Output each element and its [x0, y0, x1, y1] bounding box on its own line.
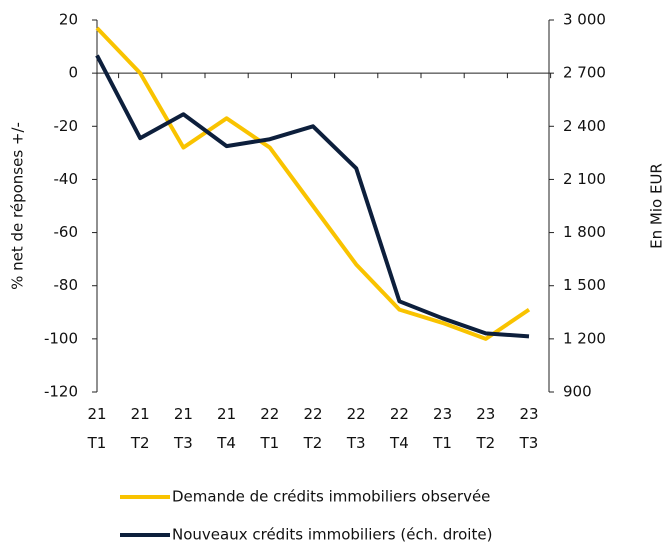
y2-tick-label: 1 500	[563, 276, 606, 294]
x-tick-label: 22 T4	[389, 405, 409, 452]
y-tick-label: -20	[54, 117, 79, 135]
x-tick-label: 22 T3	[346, 405, 366, 452]
y-tick-label: 0	[68, 64, 78, 82]
y2-tick-label: 3 000	[563, 11, 606, 29]
y-tick-label: 20	[59, 11, 78, 29]
y-tick-label: -100	[44, 329, 78, 347]
legend-label: Nouveaux crédits immobiliers (éch. droit…	[172, 526, 492, 544]
x-tick-label: 21 T1	[87, 405, 107, 452]
y2-tick-label: 2 100	[563, 170, 606, 188]
y-tick-label: -40	[54, 170, 79, 188]
y-tick-label: -120	[44, 383, 78, 401]
y2-tick-label: 900	[563, 383, 592, 401]
x-tick-label: 21 T2	[130, 405, 150, 452]
y-tick-label: -60	[54, 223, 79, 241]
x-tick-label: 21 T3	[173, 405, 193, 452]
x-tick-label: 22 T1	[259, 405, 279, 452]
series-line	[95, 54, 530, 339]
x-tick-label: 21 T4	[216, 405, 236, 452]
x-tick-label: 23 T2	[475, 405, 495, 452]
y2-tick-label: 1 800	[563, 223, 606, 241]
y2-tick-label: 2 400	[563, 117, 606, 135]
x-tick-label: 23 T3	[519, 405, 539, 452]
y-axis-title: % net de réponses +/-	[9, 122, 27, 290]
x-tick-label: 23 T1	[432, 405, 452, 452]
y2-axis-title: En Mio EUR	[648, 163, 665, 249]
x-tick-label: 22 T2	[303, 405, 323, 452]
legend-label: Demande de crédits immobiliers observée	[172, 488, 490, 506]
y2-tick-label: 2 700	[563, 64, 606, 82]
y-tick-label: -80	[54, 276, 79, 294]
y2-tick-label: 1 200	[563, 329, 606, 347]
